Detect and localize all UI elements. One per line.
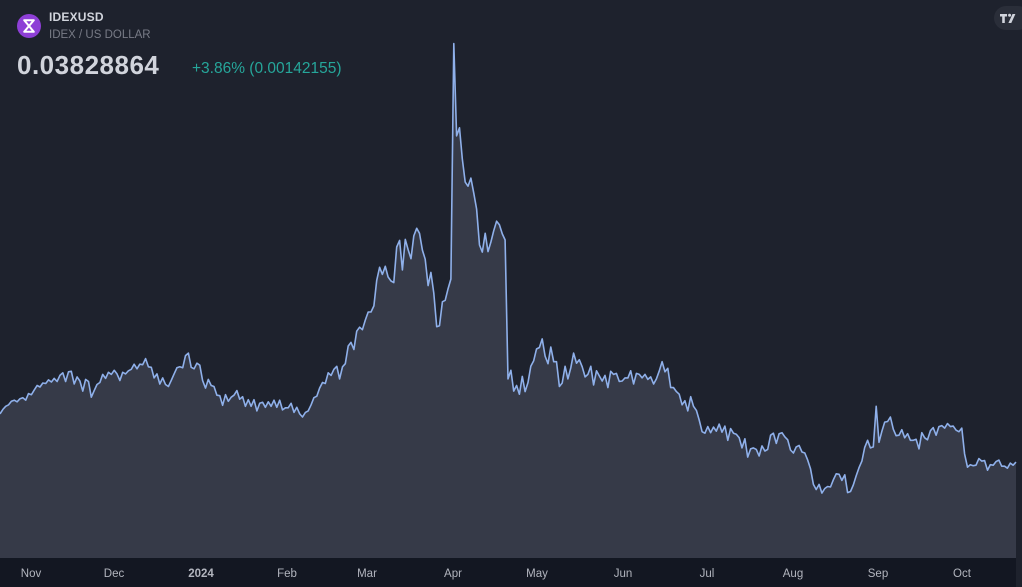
last-price: 0.03828864 [17, 50, 160, 80]
price-change: +3.86% (0.00142155) [192, 60, 342, 77]
x-tick-label: Aug [783, 568, 803, 580]
x-tick-label: Feb [277, 568, 297, 580]
x-tick-label: Jun [614, 568, 633, 580]
price-line [0, 42, 1017, 494]
x-tick-label: Dec [104, 568, 125, 580]
x-tick-label: Sep [868, 568, 888, 580]
tradingview-logo-icon[interactable] [994, 6, 1022, 30]
time-axis: Nov Dec 2024 Feb Mar Apr May Jun Jul Aug Sep Oct [21, 568, 972, 580]
x-tick-label: Mar [357, 568, 377, 580]
x-tick-label: Oct [953, 568, 972, 580]
symbol-subtitle: IDEX / US DOLLAR [49, 29, 151, 41]
x-tick-label: Jul [700, 568, 715, 580]
idex-logo-icon [17, 14, 41, 38]
series-layer [0, 42, 1017, 559]
x-tick-label: 2024 [188, 568, 214, 580]
price-area-fill [0, 43, 1016, 559]
x-tick-label: Apr [444, 568, 462, 580]
chart-header: IDEXUSD IDEX / US DOLLAR 0.03828864 +3.8… [0, 0, 1022, 90]
time-axis-background [0, 558, 1016, 587]
x-tick-label: Nov [21, 568, 42, 580]
symbol-title: IDEXUSD [49, 10, 104, 24]
x-tick-label: May [526, 568, 548, 580]
